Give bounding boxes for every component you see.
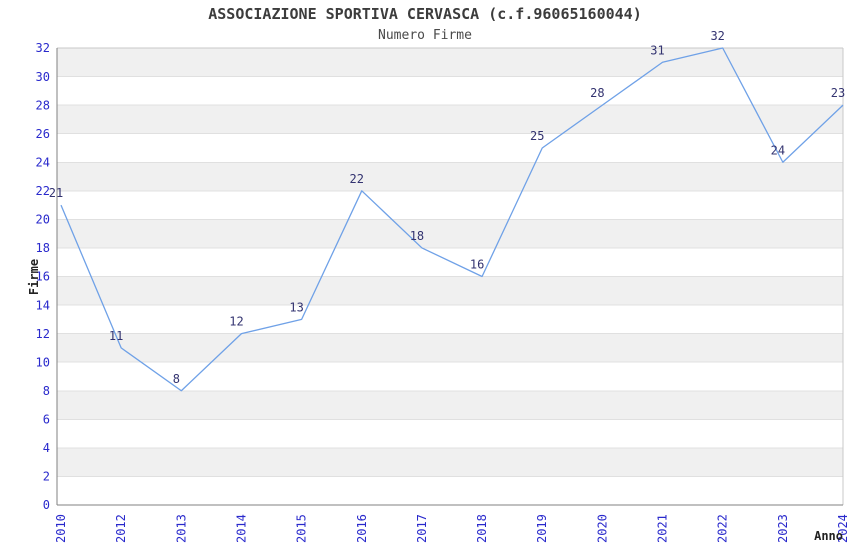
x-tick-label: 2023 — [776, 514, 790, 543]
y-tick-label: 0 — [43, 498, 50, 512]
x-tick-label: 2012 — [114, 514, 128, 543]
chart-subtitle: Numero Firme — [378, 28, 472, 43]
x-tick-label: 2021 — [656, 514, 670, 543]
y-axis-title: Firme — [27, 259, 41, 295]
plot-band — [57, 219, 843, 248]
y-tick-label: 22 — [36, 184, 50, 198]
x-tick-label: 2017 — [415, 514, 429, 543]
data-point-label: 23 — [831, 86, 845, 100]
y-tick-label: 28 — [36, 98, 50, 112]
data-point-label: 8 — [173, 372, 180, 386]
plot-band — [57, 362, 843, 391]
data-point-label: 31 — [650, 43, 664, 57]
data-point-label: 13 — [289, 300, 303, 314]
data-point-label: 16 — [470, 258, 484, 272]
plot-band — [57, 419, 843, 448]
y-tick-label: 32 — [36, 41, 50, 55]
data-point-label: 22 — [350, 172, 364, 186]
plot-band — [57, 133, 843, 163]
data-point-label: 28 — [590, 86, 604, 100]
data-point-label: 24 — [771, 143, 785, 157]
y-tick-label: 14 — [36, 298, 50, 312]
x-tick-label: 2019 — [535, 514, 549, 543]
x-axis-title: Anno — [814, 529, 843, 543]
plot-band — [57, 48, 843, 77]
data-point-label: 12 — [229, 315, 243, 329]
x-tick-label: 2018 — [475, 514, 489, 543]
plot-band — [57, 476, 843, 505]
x-tick-label: 2014 — [234, 514, 248, 543]
plot-band — [57, 76, 843, 106]
y-tick-label: 10 — [36, 355, 50, 369]
plot-band — [57, 333, 843, 363]
plot-layer: 2111812132218162528313224230246810121416… — [36, 29, 850, 543]
data-point-label: 18 — [410, 229, 424, 243]
y-tick-label: 6 — [43, 413, 50, 427]
data-line — [60, 47, 844, 392]
plot-band — [57, 276, 843, 306]
y-tick-label: 16 — [36, 270, 50, 284]
chart-title: ASSOCIAZIONE SPORTIVA CERVASCA (c.f.9606… — [208, 5, 642, 23]
data-point-label: 32 — [710, 29, 724, 43]
y-tick-label: 8 — [43, 384, 50, 398]
y-tick-label: 2 — [43, 470, 50, 484]
x-tick-label: 2022 — [716, 514, 730, 543]
data-point-label: 25 — [530, 129, 544, 143]
x-tick-label: 2010 — [54, 514, 68, 543]
y-tick-label: 20 — [36, 213, 50, 227]
plot-band — [57, 247, 843, 277]
y-tick-label: 24 — [36, 155, 50, 169]
data-point-label: 11 — [109, 329, 123, 343]
data-point-label: 21 — [49, 186, 63, 200]
x-tick-label: 2024 — [836, 514, 850, 543]
y-tick-label: 30 — [36, 70, 50, 84]
plot-band — [57, 447, 843, 477]
plot-band — [57, 390, 843, 420]
y-tick-label: 26 — [36, 127, 50, 141]
y-tick-label: 4 — [43, 441, 50, 455]
x-tick-label: 2020 — [595, 514, 609, 543]
plot-band — [57, 305, 843, 334]
plot-band — [57, 190, 843, 220]
x-tick-label: 2015 — [295, 514, 309, 543]
y-tick-label: 18 — [36, 241, 50, 255]
x-tick-label: 2013 — [174, 514, 188, 543]
x-tick-label: 2016 — [355, 514, 369, 543]
y-tick-label: 12 — [36, 327, 50, 341]
plot-band — [57, 162, 843, 191]
plot-band — [57, 105, 843, 134]
